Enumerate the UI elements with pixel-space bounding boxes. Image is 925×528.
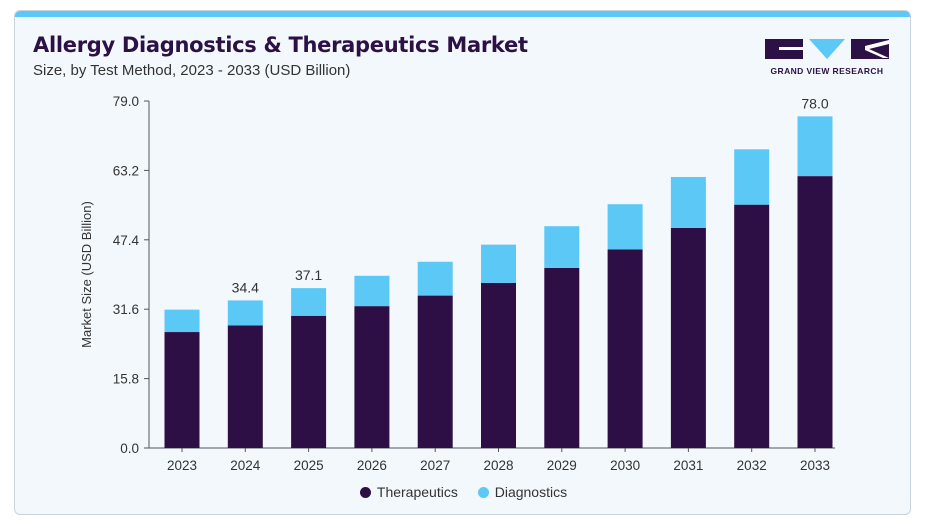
y-tick-label: 47.4 (113, 233, 140, 248)
bar-therapeutics-2031 (670, 227, 706, 448)
bar-diagnostics-2030 (607, 204, 643, 250)
x-tick-label-2023: 2023 (167, 458, 197, 473)
legend-label-therapeutics: Therapeutics (376, 484, 458, 500)
x-tick-label-2025: 2025 (294, 458, 324, 473)
x-tick-label-2032: 2032 (737, 458, 767, 473)
bar-therapeutics-2026 (354, 306, 390, 448)
legend: Therapeutics Diagnostics (15, 484, 910, 501)
y-axis-label: Market Size (USD Billion) (79, 201, 94, 348)
chart-subtitle: Size, by Test Method, 2023 - 2033 (USD B… (33, 62, 351, 79)
y-tick-label: 15.8 (113, 372, 139, 387)
bar-diagnostics-2028 (481, 244, 516, 283)
bar-diagnostics-2027 (417, 261, 453, 296)
stacked-bar-chart: 0.0 15.8 31.6 47.4 63.2 79.0 Market Size (USD … (79, 94, 835, 473)
bar-therapeutics-2032 (734, 204, 770, 448)
bar-therapeutics-2023 (164, 332, 200, 448)
gvr-logo-icon (765, 39, 889, 59)
bar-therapeutics-2030 (607, 249, 643, 448)
x-tick-label-2028: 2028 (483, 458, 513, 473)
chart-card: Allergy Diagnostics & Therapeutics Marke… (14, 10, 911, 515)
bar-therapeutics-2024 (227, 325, 263, 448)
bar-diagnostics-2032 (734, 149, 770, 205)
x-tick-label-2029: 2029 (547, 458, 577, 473)
y-tick-label: 79.0 (113, 94, 139, 109)
x-tick-label-2026: 2026 (357, 458, 387, 473)
legend-swatch-diagnostics (477, 486, 489, 498)
x-tick-label-2033: 2033 (800, 458, 830, 473)
bar-therapeutics-2029 (544, 267, 580, 448)
x-tick-label-2027: 2027 (420, 458, 450, 473)
bar-diagnostics-2026 (354, 275, 390, 307)
bar-diagnostics-2031 (670, 176, 706, 228)
data-label-2025: 37.1 (295, 267, 322, 283)
x-tick-label-2024: 2024 (230, 458, 261, 473)
data-label-2033: 78.0 (801, 95, 828, 111)
legend-item-diagnostics: Diagnostics (477, 484, 568, 500)
legend-label-diagnostics: Diagnostics (494, 484, 568, 500)
x-tick-label-2031: 2031 (673, 458, 703, 473)
legend-item-therapeutics: Therapeutics (359, 484, 458, 500)
bar-diagnostics-2024 (227, 300, 263, 326)
logo-text: GRAND VIEW RESEARCH (770, 66, 884, 76)
bar-therapeutics-2027 (417, 295, 453, 448)
y-tick-label: 0.0 (120, 441, 139, 456)
bar-diagnostics-2033 (797, 116, 833, 177)
legend-swatch-therapeutics (359, 486, 371, 498)
bar-diagnostics-2023 (164, 309, 200, 333)
chart-title: Allergy Diagnostics & Therapeutics Marke… (33, 33, 528, 57)
bar-diagnostics-2025 (291, 288, 327, 316)
y-tick-label: 63.2 (113, 163, 139, 178)
bar-diagnostics-2029 (544, 226, 580, 268)
x-tick-label-2030: 2030 (610, 458, 640, 473)
grand-view-research-logo: GRAND VIEW RESEARCH (765, 36, 889, 82)
accent-bar (15, 11, 910, 17)
data-label-2024: 34.4 (232, 279, 259, 295)
bar-therapeutics-2033 (797, 176, 833, 449)
bar-therapeutics-2025 (291, 315, 327, 448)
y-tick-label: 31.6 (113, 302, 139, 317)
bar-therapeutics-2028 (481, 282, 516, 448)
